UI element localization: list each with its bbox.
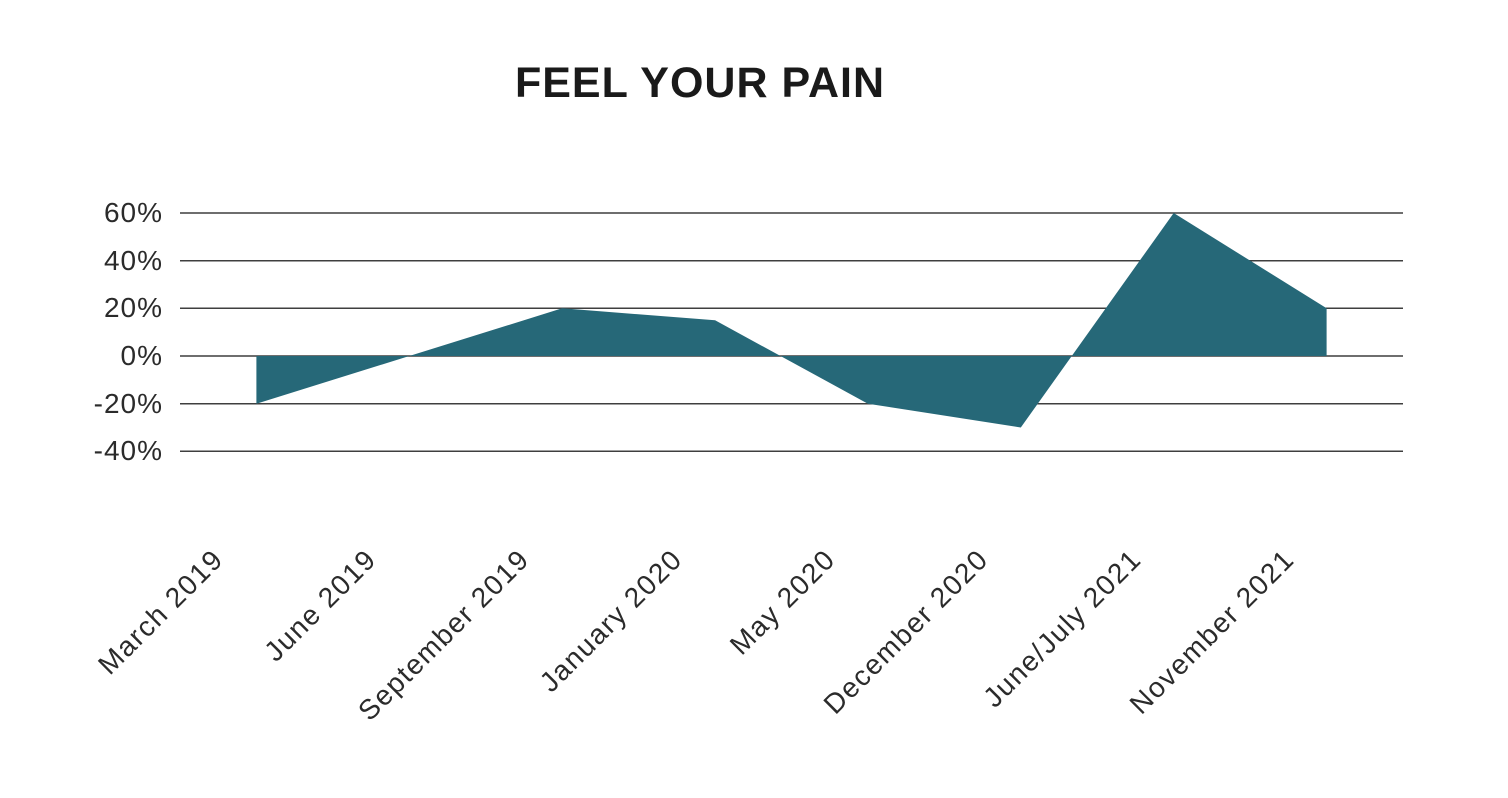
y-tick-label: -40% [93, 435, 163, 467]
y-tick-label: 40% [103, 244, 163, 276]
area-series [256, 213, 1327, 428]
y-tick-label: 0% [120, 340, 163, 371]
y-tick-label: 60% [103, 197, 163, 228]
y-tick-label: -20% [93, 387, 163, 419]
chart-title: FEEL YOUR PAIN [514, 59, 885, 107]
y-tick-label: 20% [103, 292, 163, 324]
